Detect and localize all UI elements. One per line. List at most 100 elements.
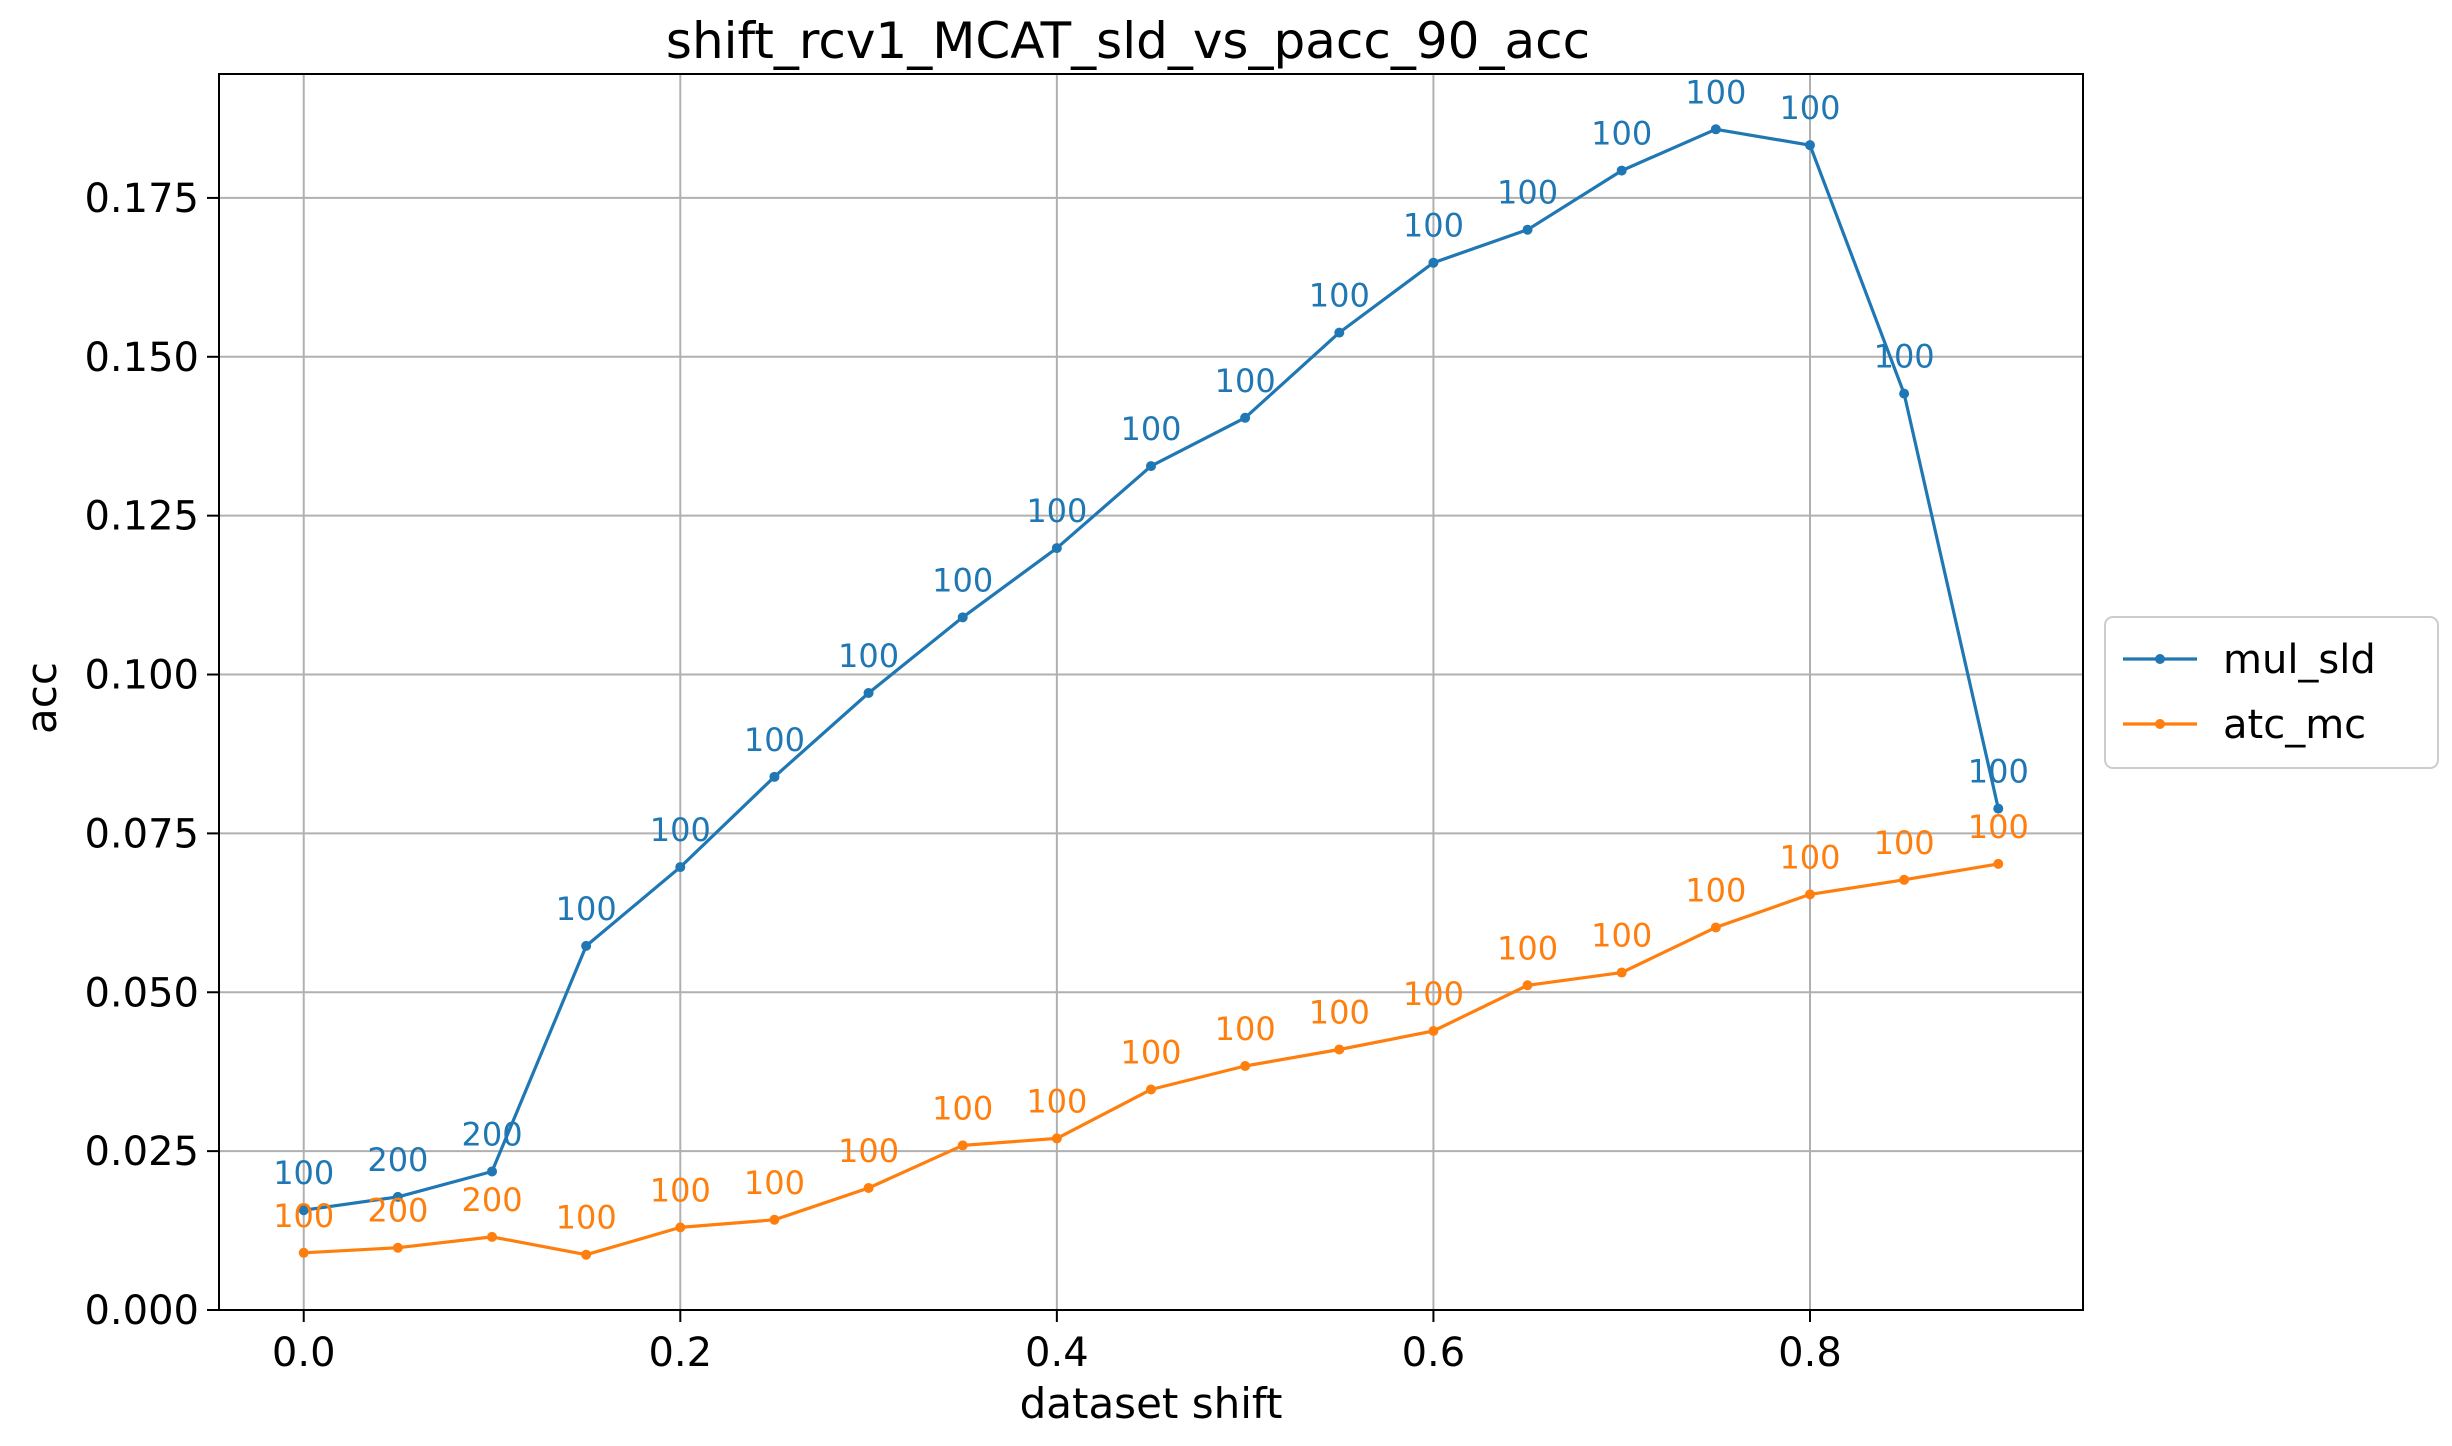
data-label: 100 — [1309, 993, 1370, 1031]
data-label: 100 — [744, 1164, 805, 1202]
axes: 0.0 0.2 0.4 0.6 0.8 0.000 0.025 0.050 0.075 0.100… — [84, 176, 1841, 1376]
data-label: 100 — [932, 1089, 993, 1127]
x-tick-label: 0.8 — [1778, 1330, 1842, 1376]
data-label: 100 — [1779, 89, 1840, 127]
legend-label-mul_sld: mul_sld — [2223, 637, 2376, 683]
data-label: 200 — [367, 1141, 428, 1179]
data-label: 200 — [367, 1192, 428, 1230]
data-label: 100 — [838, 1132, 899, 1170]
data-label: 100 — [1591, 115, 1652, 153]
data-label: 100 — [1874, 824, 1935, 862]
data-label: 100 — [1026, 1082, 1087, 1120]
data-label: 100 — [1120, 410, 1181, 448]
data-label: 100 — [932, 561, 993, 599]
data-point — [1146, 1084, 1156, 1095]
legend-label-atc_mc: atc_mc — [2223, 702, 2366, 748]
data-point — [1240, 412, 1251, 423]
data-point — [1334, 1044, 1345, 1055]
data-label: 100 — [273, 1197, 334, 1235]
y-tick-label: 0.175 — [84, 176, 199, 222]
data-label: 100 — [838, 637, 899, 675]
data-point — [863, 1182, 874, 1193]
y-tick-label: 0.150 — [84, 335, 199, 381]
data-label: 100 — [1591, 917, 1652, 955]
x-tick-label: 0.4 — [1025, 1330, 1089, 1376]
y-tick-label: 0.125 — [84, 494, 199, 540]
data-point — [769, 1214, 780, 1225]
data-label: 100 — [650, 1171, 711, 1209]
data-point — [957, 1140, 968, 1151]
data-label: 100 — [1403, 207, 1464, 245]
data-point — [298, 1205, 309, 1216]
data-label: 100 — [744, 721, 805, 759]
data-point — [1522, 224, 1533, 235]
legend-marker-atc_mc — [2155, 719, 2165, 729]
data-point — [1804, 889, 1815, 900]
data-label: 100 — [556, 1199, 617, 1237]
data-point — [1899, 874, 1910, 885]
data-point — [1428, 1026, 1439, 1037]
data-label: 100 — [1309, 277, 1370, 315]
y-tick-label: 0.050 — [84, 970, 199, 1016]
x-axis-label: dataset shift — [1020, 1379, 1283, 1428]
x-tick-label: 0.0 — [272, 1330, 336, 1376]
data-point — [581, 940, 592, 951]
legend-box — [2104, 616, 2439, 769]
series-atc_mc: 100 200 200 100 100 100 100 100 100 100 100 100 100 1… — [273, 808, 2029, 1260]
grid — [219, 74, 2083, 1311]
data-label: 100 — [1215, 362, 1276, 400]
plot-area — [218, 73, 2084, 1311]
legend: mul_sld atc_mc — [2104, 616, 2439, 769]
data-label: 100 — [1403, 975, 1464, 1013]
data-point — [1993, 803, 2004, 814]
chart-title: shift_rcv1_MCAT_sld_vs_pacc_90_acc — [666, 12, 1590, 70]
data-point — [487, 1166, 498, 1177]
data-label: 100 — [1685, 73, 1746, 111]
x-tick-label: 0.6 — [1402, 1330, 1466, 1376]
data-label: 100 — [1497, 929, 1558, 967]
data-point — [1616, 165, 1627, 176]
data-label: 100 — [1685, 871, 1746, 909]
data-point — [675, 862, 686, 873]
data-point — [769, 771, 780, 782]
data-label: 100 — [1779, 838, 1840, 876]
series-mul_sld: 100 200 200 100 100 100 100 100 100 100 100 100 100 1… — [273, 73, 2029, 1216]
data-point — [1710, 124, 1721, 135]
data-label: 100 — [1026, 492, 1087, 530]
data-point — [298, 1247, 309, 1258]
data-label: 100 — [650, 811, 711, 849]
y-tick-label: 0.100 — [84, 653, 199, 699]
data-label: 100 — [1497, 174, 1558, 212]
data-label: 100 — [1215, 1010, 1276, 1048]
y-tick-label: 0.025 — [84, 1129, 199, 1175]
data-point — [392, 1242, 403, 1253]
data-point — [1899, 388, 1910, 399]
data-point — [1804, 140, 1815, 151]
data-label: 100 — [273, 1154, 334, 1192]
data-label: 100 — [1968, 753, 2029, 791]
data-label: 100 — [1968, 808, 2029, 846]
data-label: 200 — [461, 1181, 522, 1219]
data-point — [1240, 1060, 1251, 1071]
data-point — [392, 1191, 403, 1202]
data-point — [487, 1231, 498, 1242]
data-point — [863, 687, 874, 698]
data-point — [1616, 967, 1627, 978]
data-point — [581, 1249, 592, 1260]
data-label: 100 — [556, 890, 617, 928]
data-label: 100 — [1874, 338, 1935, 376]
data-point — [1146, 461, 1156, 472]
data-point — [675, 1222, 686, 1233]
data-point — [1710, 922, 1721, 933]
data-point — [1051, 543, 1062, 554]
legend-item-atc_mc: atc_mc — [2123, 702, 2366, 748]
data-label: 100 — [1120, 1033, 1181, 1071]
legend-marker-mul_sld — [2155, 654, 2165, 664]
data-point — [957, 612, 968, 623]
data-point — [1334, 327, 1345, 338]
data-point — [1051, 1133, 1062, 1144]
data-point — [1428, 257, 1439, 268]
y-axis-label: acc — [17, 662, 66, 734]
